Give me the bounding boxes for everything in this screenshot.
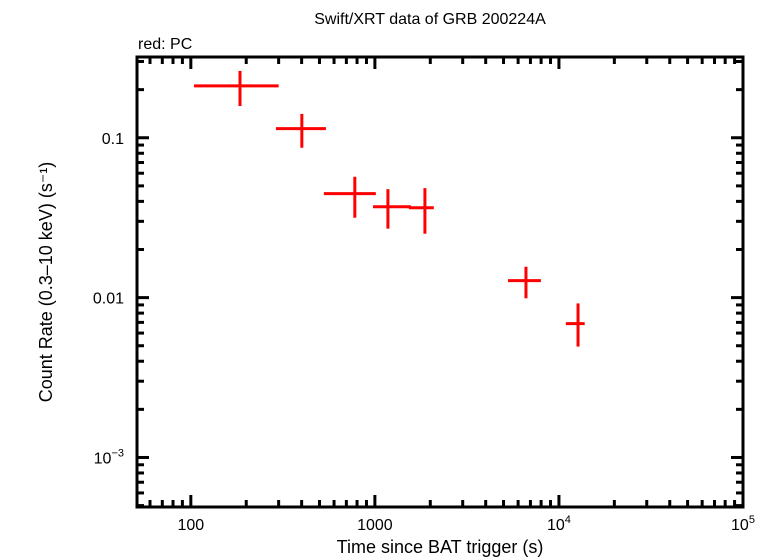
data-point [408, 188, 434, 234]
y-tick-label: 10−3 [94, 447, 124, 467]
chart-title: Swift/XRT data of GRB 200224A [314, 11, 546, 28]
y-tick-label: 0.1 [102, 131, 124, 148]
plot-frame [135, 55, 745, 509]
x-tick-label: 105 [731, 514, 755, 534]
y-axis-label: Count Rate (0.3–10 keV) (s⁻¹) [36, 162, 56, 403]
data-point [193, 70, 279, 106]
data-point [373, 189, 411, 229]
axis-ticks [137, 57, 745, 508]
x-axis-label: Time since BAT trigger (s) [337, 537, 544, 557]
data-point [275, 113, 326, 148]
y-tick-label: 0.01 [93, 291, 124, 308]
chart-subtitle: red: PC [138, 36, 192, 53]
x-tick-label: 100 [177, 517, 204, 534]
data-point [508, 266, 541, 299]
x-tick-label: 104 [547, 514, 571, 534]
data-point [323, 176, 376, 218]
data-point [565, 303, 585, 347]
data-points [193, 70, 585, 347]
x-tick-label: 1000 [357, 517, 393, 534]
tick-labels: 100 1000 104 105 0.1 0.01 10−3 [93, 131, 755, 534]
